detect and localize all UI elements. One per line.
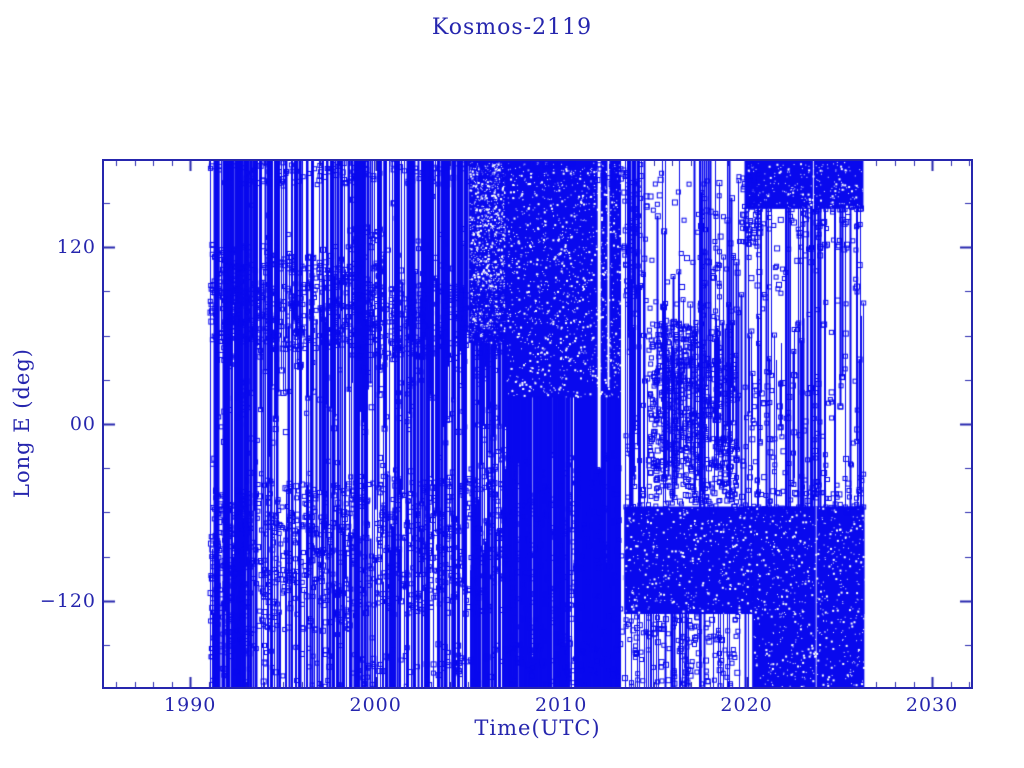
x-tick-label: 2010 <box>534 694 588 716</box>
plot-frame <box>102 159 973 689</box>
y-tick-label: 120 <box>56 236 96 259</box>
x-tick-label: 2000 <box>349 694 402 716</box>
x-axis-title: Time(UTC) <box>474 716 601 740</box>
x-tick-label: 2020 <box>720 694 773 716</box>
chart-title: Kosmos-2119 <box>431 15 593 40</box>
y-tick-label: −120 <box>39 589 96 612</box>
chart-data-canvas <box>104 161 971 687</box>
x-tick-label: 2030 <box>905 694 959 716</box>
y-tick-label: 00 <box>69 413 96 435</box>
x-tick-label: 1990 <box>164 694 217 716</box>
